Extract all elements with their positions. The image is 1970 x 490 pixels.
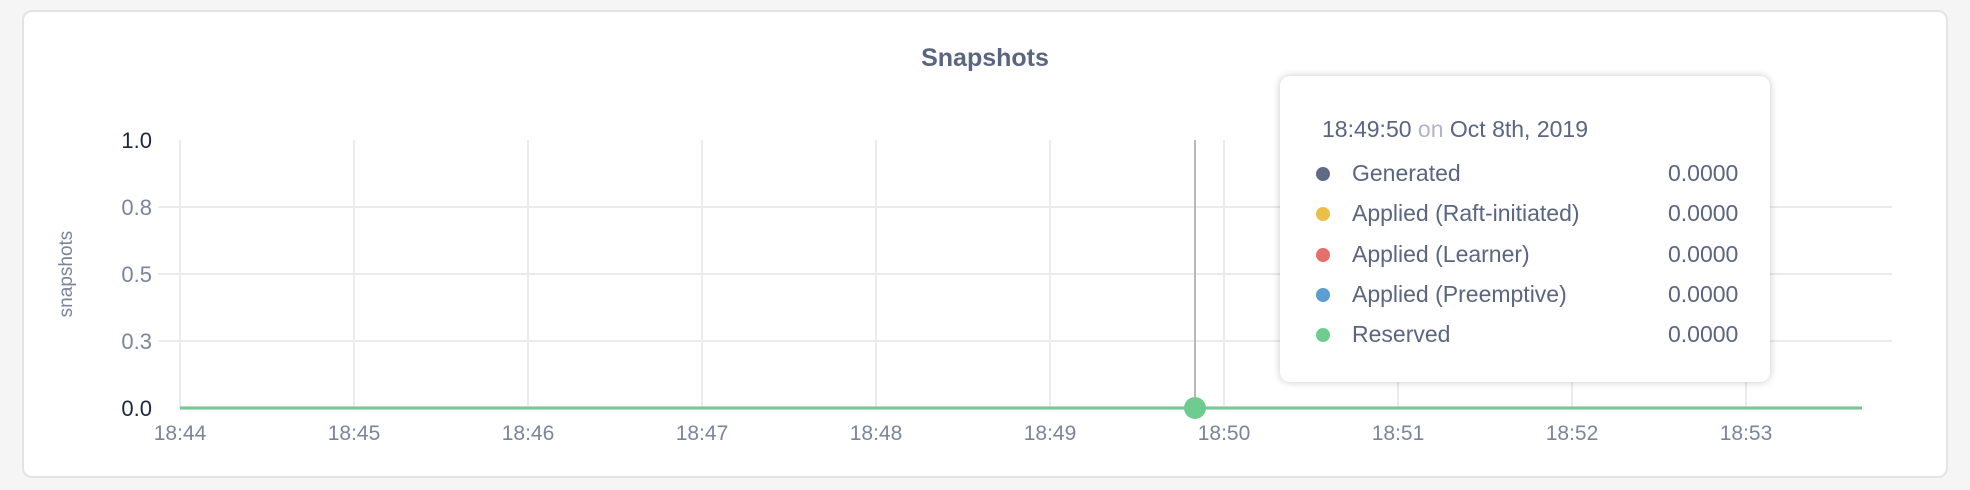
tooltip: 18:49:50 on Oct 8th, 2019 Generated 0.00… (1280, 76, 1770, 382)
y-axis-label: snapshots (56, 231, 77, 318)
x-tick-label: 18:44 (154, 422, 207, 445)
tooltip-series-label: Generated (1352, 160, 1461, 186)
legend-dot-icon (1316, 287, 1330, 302)
y-tick-label: 0.3 (121, 329, 152, 354)
x-tick-label: 18:53 (1720, 422, 1773, 445)
tooltip-row: Applied (Preemptive) 0.0000 (1316, 280, 1739, 311)
legend-dot-icon (1316, 207, 1330, 222)
x-tick-label: 18:50 (1198, 422, 1251, 445)
legend-dot-icon (1316, 328, 1330, 343)
y-tick-label: 1.0 (121, 128, 152, 153)
tooltip-row: Applied (Learner) 0.0000 (1316, 240, 1739, 271)
tooltip-series-value: 0.0000 (1668, 160, 1739, 186)
tooltip-row: Applied (Raft-initiated) 0.0000 (1316, 200, 1739, 230)
x-tick-label: 18:52 (1546, 422, 1599, 445)
tooltip-series-value: 0.0000 (1668, 200, 1739, 227)
chart-title: Snapshots (921, 44, 1049, 72)
tooltip-on: on (1417, 116, 1444, 142)
x-tick-label: 18:45 (328, 422, 381, 445)
tooltip-series-label: Applied (Learner) (1352, 240, 1530, 267)
x-tick-label: 18:47 (676, 422, 729, 445)
tooltip-date: Oct 8th, 2019 (1449, 116, 1588, 142)
tooltip-series-label: Applied (Raft-initiated) (1352, 200, 1580, 227)
tooltip-series-label: Applied (Preemptive) (1352, 280, 1567, 307)
hover-point (1184, 397, 1206, 419)
tooltip-series-value: 0.0000 (1668, 280, 1739, 307)
y-tick-label: 0.8 (121, 195, 152, 220)
x-tick-label: 18:49 (1024, 422, 1077, 445)
legend-dot-icon (1316, 247, 1330, 262)
legend-dot-icon (1316, 167, 1330, 181)
tooltip-series-label: Reserved (1352, 321, 1451, 348)
x-tick-label: 18:48 (850, 422, 903, 445)
x-tick-label: 18:46 (502, 422, 555, 445)
tooltip-series-value: 0.0000 (1668, 321, 1739, 348)
tooltip-header: 18:49:50 on Oct 8th, 2019 (1322, 116, 1588, 143)
y-tick-label: 0.0 (121, 396, 152, 421)
y-tick-label: 0.5 (121, 262, 152, 287)
tooltip-time: 18:49:50 (1322, 116, 1412, 142)
tooltip-row: Generated 0.0000 (1316, 160, 1739, 190)
tooltip-series-value: 0.0000 (1668, 240, 1739, 267)
tooltip-row: Reserved 0.0000 (1316, 321, 1739, 351)
x-tick-label: 18:51 (1372, 422, 1425, 445)
